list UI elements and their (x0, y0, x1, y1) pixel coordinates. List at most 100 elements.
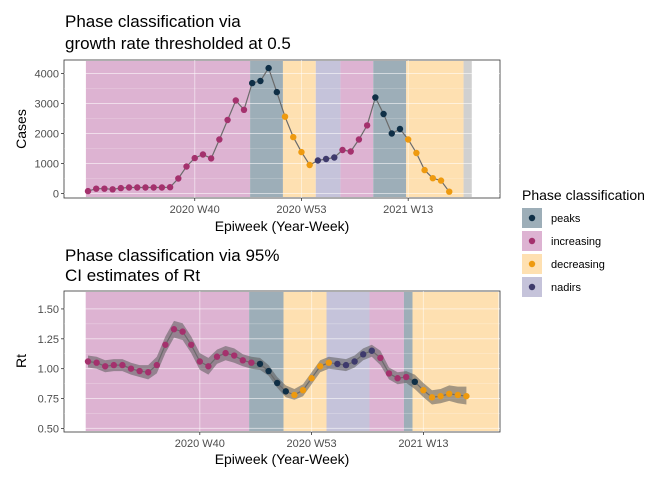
data-point-increasing (377, 354, 384, 362)
data-point-increasing (170, 326, 178, 333)
data-point-decreasing (428, 394, 436, 401)
data-point-decreasing (421, 166, 428, 174)
panel1-grid (64, 60, 500, 198)
panel2-y-axis-label: Rt (13, 354, 29, 368)
data-point-peaks (282, 388, 289, 395)
data-point-decreasing (437, 177, 445, 184)
y-tick-label: 0 (53, 189, 59, 201)
data-point-increasing (231, 352, 238, 359)
data-point-nadirs (322, 155, 330, 163)
panel2-y-axis: 0.50 0.75 1.00 1.25 1.50 (38, 304, 64, 435)
data-point-nadirs (351, 358, 358, 365)
data-point-increasing (153, 361, 160, 369)
x-tick-label: 2020 W40 (175, 438, 225, 450)
data-point-increasing (394, 375, 401, 382)
y-tick-label: 2000 (35, 129, 59, 141)
legend-key-point-peaks (528, 214, 536, 222)
data-point-increasing (158, 184, 166, 191)
x-tick-label: 2020 W53 (276, 204, 326, 216)
data-point-decreasing (317, 363, 324, 370)
data-point-peaks (274, 379, 281, 387)
panel1-y-axis: 0 1000 2000 3000 4000 (35, 69, 64, 201)
phase-band-peaks (250, 61, 283, 197)
data-point-increasing (239, 357, 246, 364)
legend-label-increasing: increasing (551, 236, 601, 248)
x-tick-label: 2021 W13 (398, 438, 448, 450)
legend-label-nadirs: nadirs (551, 282, 581, 294)
data-point-increasing (142, 184, 149, 191)
data-point-peaks (249, 79, 256, 87)
panel1-y-axis-label: Cases (13, 109, 29, 149)
data-point-increasing (205, 363, 212, 370)
y-tick-label: 1.00 (38, 364, 59, 376)
legend-key-point-decreasing (528, 260, 536, 268)
data-point-increasing (224, 116, 231, 124)
legend-item-nadirs: nadirs (522, 277, 581, 297)
panel2-series (84, 326, 470, 401)
panel2-x-axis: 2020 W40 2020 W53 2021 W13 (175, 432, 448, 450)
data-point-increasing (127, 365, 135, 372)
data-point-peaks (265, 367, 272, 375)
data-point-decreasing (281, 113, 289, 120)
data-point-increasing (84, 358, 92, 365)
legend-label-decreasing: decreasing (551, 259, 605, 271)
data-point-peaks (372, 94, 379, 101)
data-point-decreasing (404, 136, 412, 143)
data-point-increasing (191, 154, 198, 162)
data-point-decreasing (290, 133, 297, 141)
y-tick-label: 3000 (35, 99, 59, 111)
phase-band-increasing (340, 61, 374, 197)
data-point-increasing (110, 361, 118, 369)
data-point-peaks (265, 64, 272, 72)
data-point-increasing (355, 136, 363, 143)
data-point-nadirs (360, 351, 367, 358)
data-point-decreasing (463, 392, 470, 400)
data-point-increasing (248, 359, 255, 366)
data-point-increasing (93, 359, 100, 366)
data-point-nadirs (342, 361, 350, 369)
data-point-increasing (403, 373, 410, 381)
data-point-increasing (101, 185, 108, 192)
data-point-nadirs (314, 157, 322, 164)
phase-band-decreasing (282, 61, 316, 197)
data-point-peaks (388, 130, 395, 137)
legend-item-increasing: increasing (522, 231, 601, 251)
data-point-increasing (145, 369, 152, 376)
phase-band-decreasing (283, 292, 327, 431)
panel1-series (84, 64, 453, 195)
phase-band-increasing (85, 61, 251, 197)
ci-ribbon (88, 320, 467, 405)
data-point-decreasing (413, 149, 420, 157)
panel1-title-line2: growth rate thresholded at 0.5 (65, 34, 291, 53)
data-point-increasing (136, 367, 143, 375)
data-point-decreasing (454, 391, 461, 399)
data-point-increasing (240, 106, 248, 114)
panel2-title-line2: CI estimates of Rt (65, 266, 200, 285)
data-point-increasing (216, 136, 223, 143)
panel2-ci-ribbon (88, 320, 467, 405)
y-tick-label: 0.50 (38, 423, 59, 435)
data-point-nadirs (334, 360, 341, 368)
panel-rt-ci: Phase classification via 95% CI estimate… (13, 246, 501, 467)
data-point-increasing (213, 353, 221, 360)
data-point-decreasing (437, 392, 444, 400)
data-point-increasing (188, 341, 195, 348)
data-point-increasing (385, 370, 393, 377)
data-point-increasing (363, 122, 371, 129)
legend: Phase classification peaks increasing decr… (522, 187, 645, 297)
data-point-increasing (109, 186, 116, 193)
x-tick-label: 2021 W13 (383, 204, 433, 216)
data-point-peaks (396, 125, 404, 133)
data-point-decreasing (298, 148, 305, 156)
data-point-decreasing (446, 390, 453, 397)
data-point-increasing (117, 184, 125, 192)
panel1-x-axis: 2020 W40 2020 W53 2021 W13 (170, 198, 433, 216)
data-point-increasing (166, 184, 174, 191)
data-point-increasing (207, 155, 215, 162)
data-point-decreasing (291, 391, 298, 399)
data-point-peaks (411, 378, 418, 386)
data-point-peaks (256, 360, 264, 368)
data-point-increasing (150, 184, 157, 191)
data-point-increasing (196, 358, 203, 365)
